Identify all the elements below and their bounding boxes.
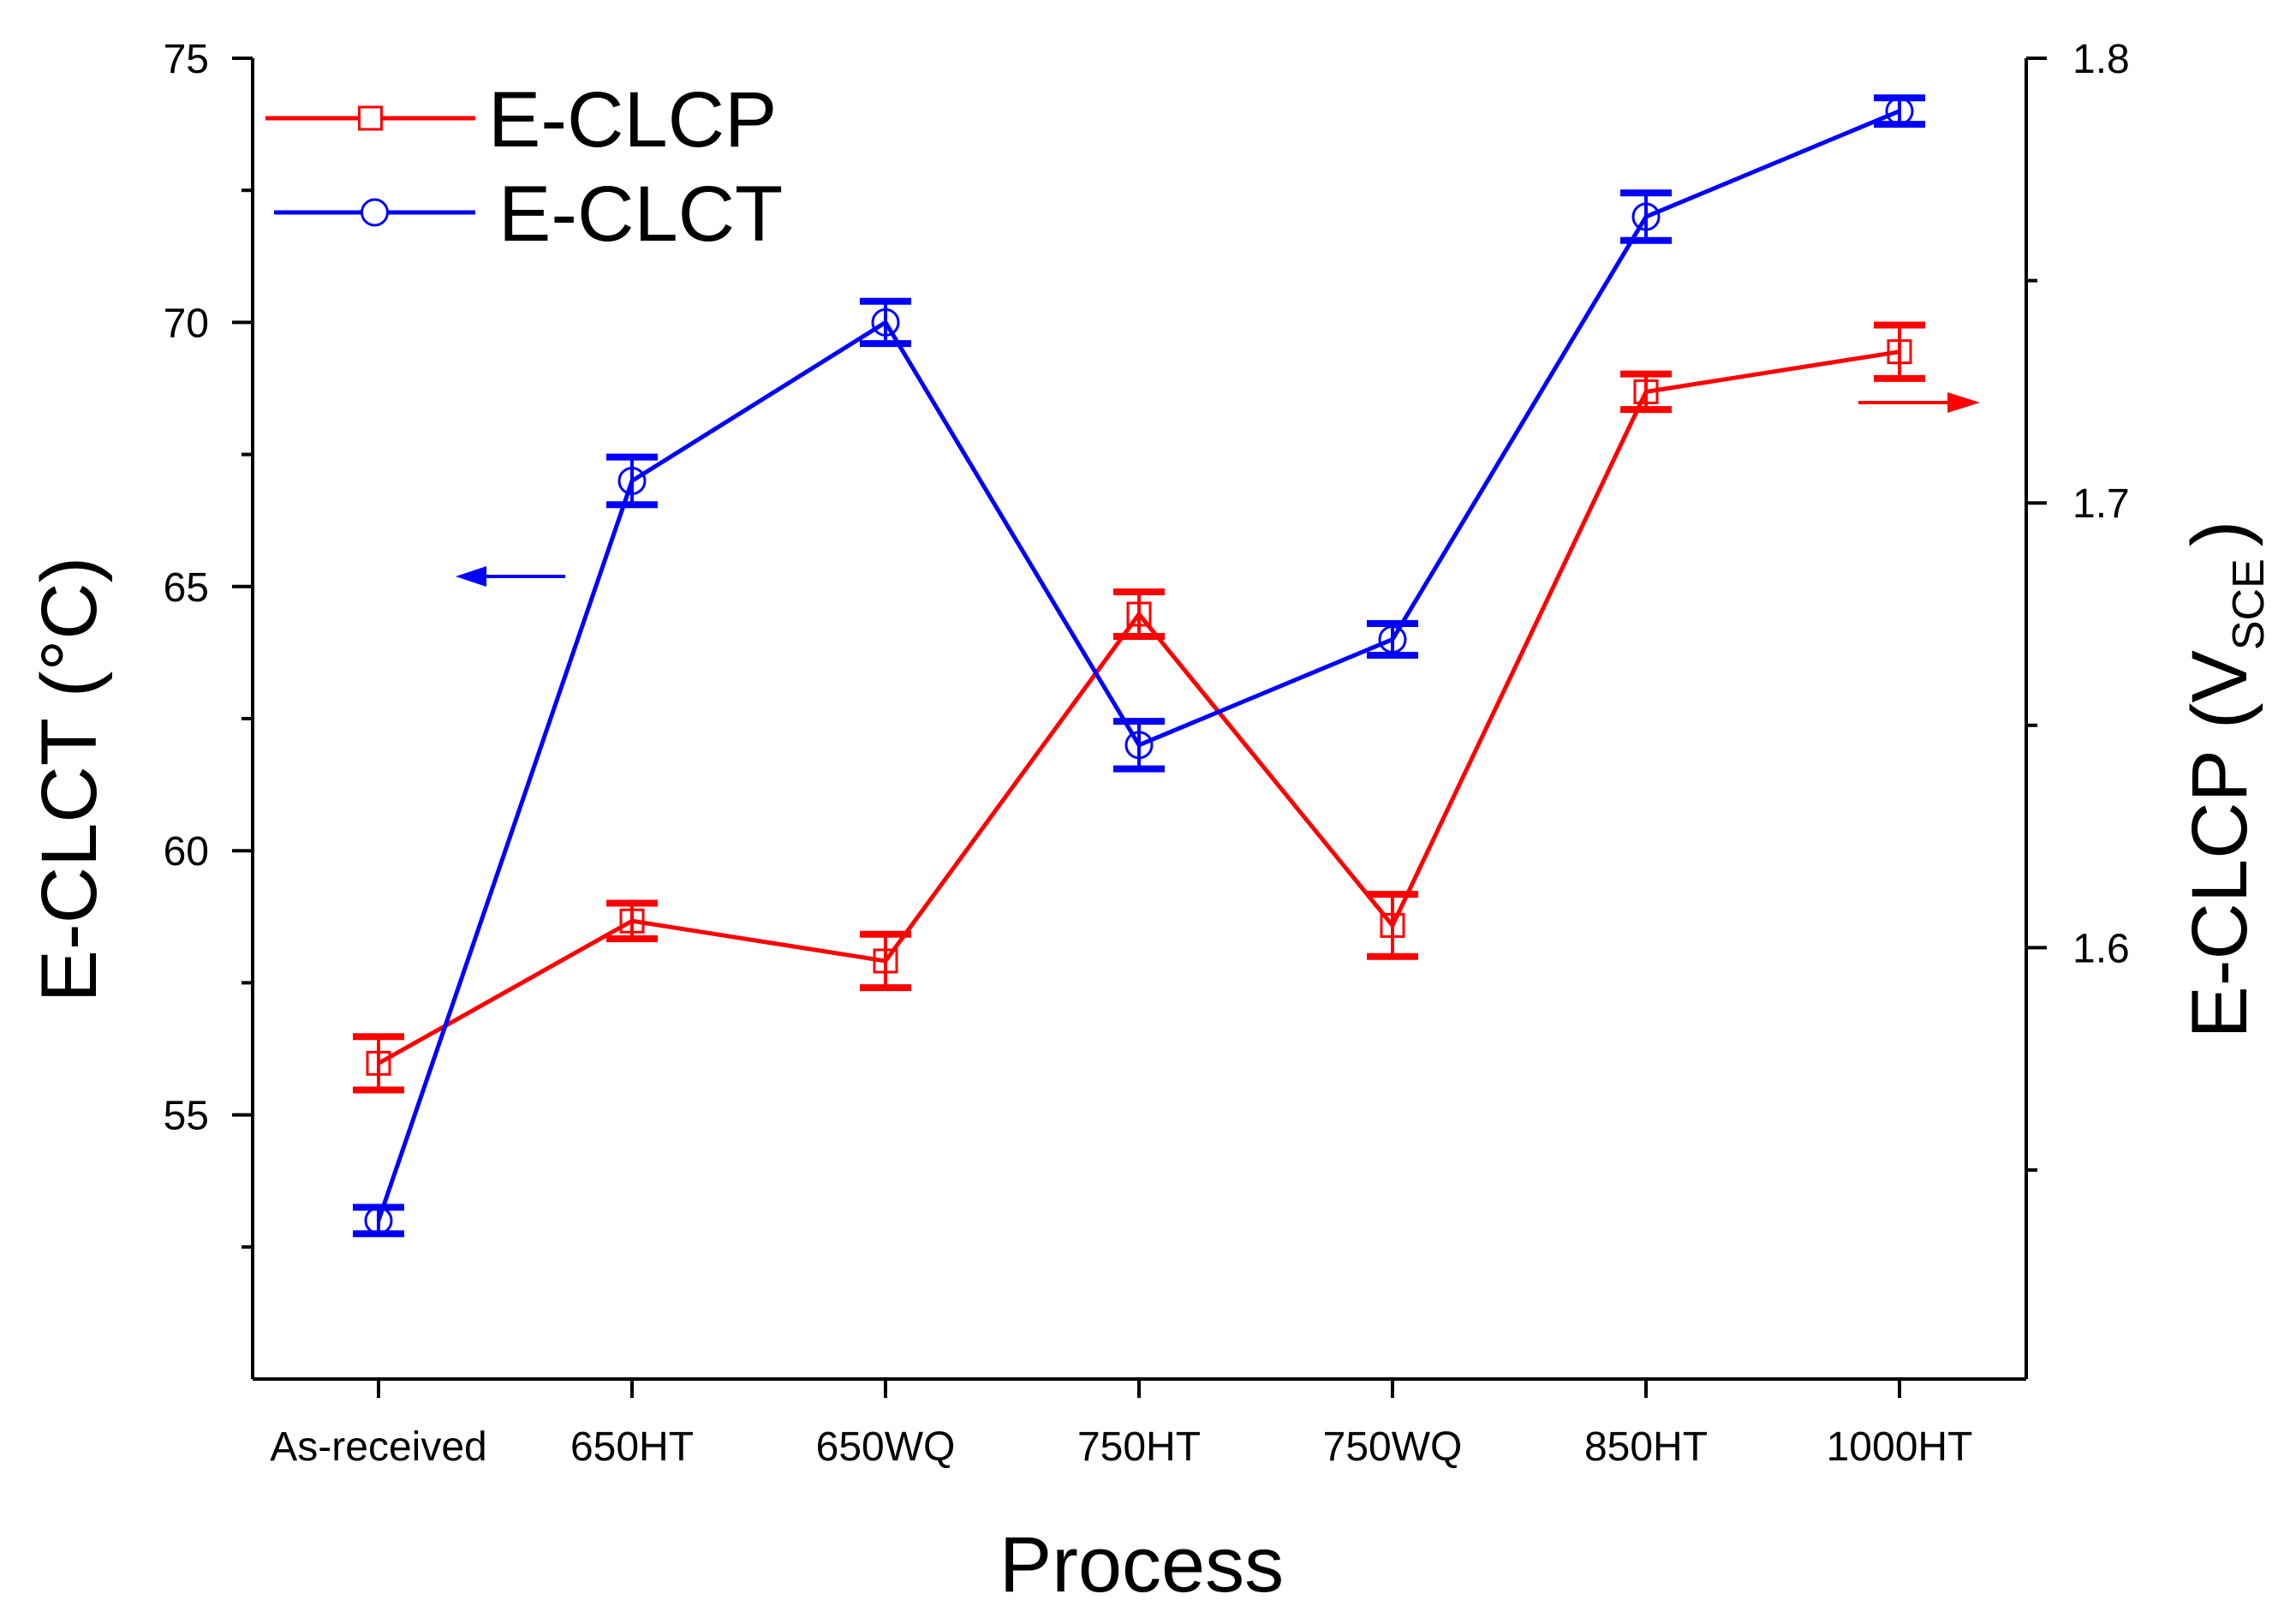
series-e-clcp (353, 321, 1925, 1094)
x-tick-label: As-received (270, 1424, 486, 1470)
error-bar (860, 930, 911, 992)
y-right-tick-label: 1.6 (2072, 926, 2130, 971)
error-bar (1113, 588, 1165, 640)
y-left-tick-label: 55 (164, 1094, 209, 1139)
y-left-axis-title: E-CLCT (°C) (26, 557, 113, 1003)
x-tick-label: 650HT (570, 1424, 694, 1470)
y-left-tick-label: 70 (164, 301, 209, 346)
legend-swatch-marker (358, 105, 383, 131)
x-axis-ticks: As-received 650HT 650WQ 750HT 750WQ 850HT 1000… (270, 1379, 1972, 1470)
x-tick-label: 750WQ (1323, 1424, 1463, 1470)
error-bar (860, 297, 911, 348)
data-point (364, 1206, 393, 1235)
legend-item-e-clct: E-CLCT (274, 170, 783, 258)
error-bar (353, 1203, 404, 1238)
x-tick-label: 850HT (1584, 1424, 1708, 1470)
series-e-clct (353, 94, 1925, 1238)
y-left-tick-label: 60 (164, 829, 209, 875)
series-layer (353, 94, 1925, 1238)
y-left-tick-label: 75 (164, 37, 209, 82)
error-bar (1620, 370, 1672, 414)
y-left-axis-ticks: 55 60 65 70 75 (164, 37, 253, 1249)
y-right-title-close: ) (2176, 521, 2263, 547)
x-tick-label: 650WQ (816, 1424, 956, 1470)
data-point (1631, 202, 1661, 231)
error-bar (1367, 891, 1418, 960)
data-point (1380, 912, 1405, 938)
legend-label: E-CLCP (488, 76, 777, 164)
data-point (1885, 97, 1914, 126)
y-left-tick-label: 65 (164, 565, 209, 611)
legend-swatch-marker (361, 198, 389, 227)
x-tick-label: 750HT (1077, 1424, 1201, 1470)
y-right-axis-title: E-CLCP (VSCE) (2176, 521, 2274, 1039)
x-axis-title: Process (999, 1521, 1284, 1609)
legend-label: E-CLCT (498, 170, 783, 258)
left-axis-arrow-head (456, 566, 486, 587)
y-right-title-main: E-CLCP (V (2176, 650, 2263, 1038)
series-line (376, 109, 1900, 1221)
error-bar (1874, 321, 1925, 382)
axis-arrows (456, 392, 1980, 587)
error-bar (606, 453, 658, 509)
data-point (1887, 339, 1912, 365)
x-tick-label: 1000HT (1827, 1424, 1973, 1470)
data-point (1378, 624, 1407, 654)
right-axis-arrow-head (1947, 392, 1980, 413)
data-point (873, 948, 898, 974)
error-bar (1620, 189, 1672, 244)
error-bar (1113, 718, 1165, 773)
data-point (1126, 601, 1152, 627)
data-point (617, 466, 647, 495)
y-right-tick-label: 1.7 (2072, 481, 2130, 527)
error-bar (1367, 619, 1418, 659)
data-point (366, 1050, 391, 1076)
y-right-tick-label: 1.8 (2072, 37, 2130, 82)
data-point (619, 908, 645, 934)
y-right-title-subscript: SCE (2224, 558, 2274, 650)
legend-item-e-clcp: E-CLCP (265, 76, 777, 164)
y-right-axis-ticks: 1.6 1.7 1.8 (2026, 37, 2130, 1172)
data-point (871, 307, 900, 337)
data-point (1124, 731, 1154, 760)
error-bar (353, 1033, 404, 1094)
data-point (1633, 379, 1659, 404)
